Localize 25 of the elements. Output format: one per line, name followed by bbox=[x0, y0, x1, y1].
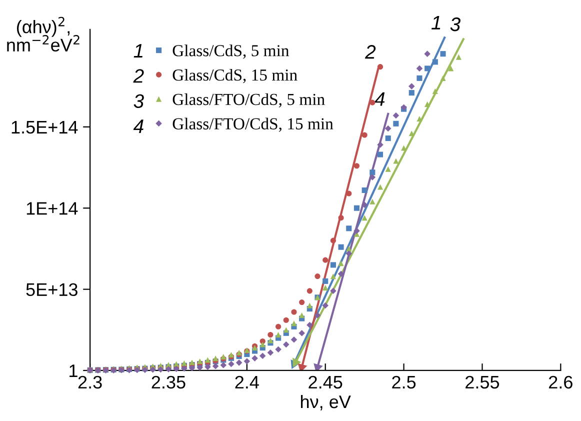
annotation: 2 bbox=[364, 45, 376, 59]
annotation: 2 bbox=[133, 69, 144, 83]
x-tick-label: 2.55 bbox=[466, 376, 500, 389]
legend-label: Glass/FTO/CdS, 5 min bbox=[172, 93, 325, 108]
annotation: 1 bbox=[134, 44, 142, 58]
x-tick-label: 2.3 bbox=[78, 376, 102, 389]
y-tick-label: 1E+14 bbox=[26, 202, 78, 215]
x-tick-label: 2.5 bbox=[392, 376, 416, 389]
annotation: 1 bbox=[431, 16, 440, 30]
x-tick-label: 2.4 bbox=[235, 376, 259, 388]
x-axis-title: hν, eV bbox=[301, 394, 351, 410]
annotation: 3 bbox=[450, 17, 460, 32]
annotation: 4 bbox=[133, 120, 144, 133]
annotation: 4 bbox=[374, 92, 385, 106]
text: (αhν)$^{2}$, nm$^{−2}$eV$^{2}$ bbox=[7, 16, 80, 52]
annotation: 3 bbox=[134, 94, 144, 108]
x-tick-label: 2.35 bbox=[152, 376, 186, 389]
x-tick-label: 2.45 bbox=[308, 376, 342, 389]
legend-label: Glass/FTO/CdS, 15 min bbox=[172, 118, 334, 132]
x-tick-label: 2.6 bbox=[549, 376, 572, 389]
y-tick-label: 1.5E+14 bbox=[12, 121, 78, 134]
legend-label: Glass/CdS, 15 min bbox=[172, 68, 298, 84]
legend-label: Glass/CdS, 5 min bbox=[172, 44, 290, 59]
y-tick-label: 5E+13 bbox=[26, 283, 78, 296]
y-tick-label: 1 bbox=[70, 364, 78, 378]
